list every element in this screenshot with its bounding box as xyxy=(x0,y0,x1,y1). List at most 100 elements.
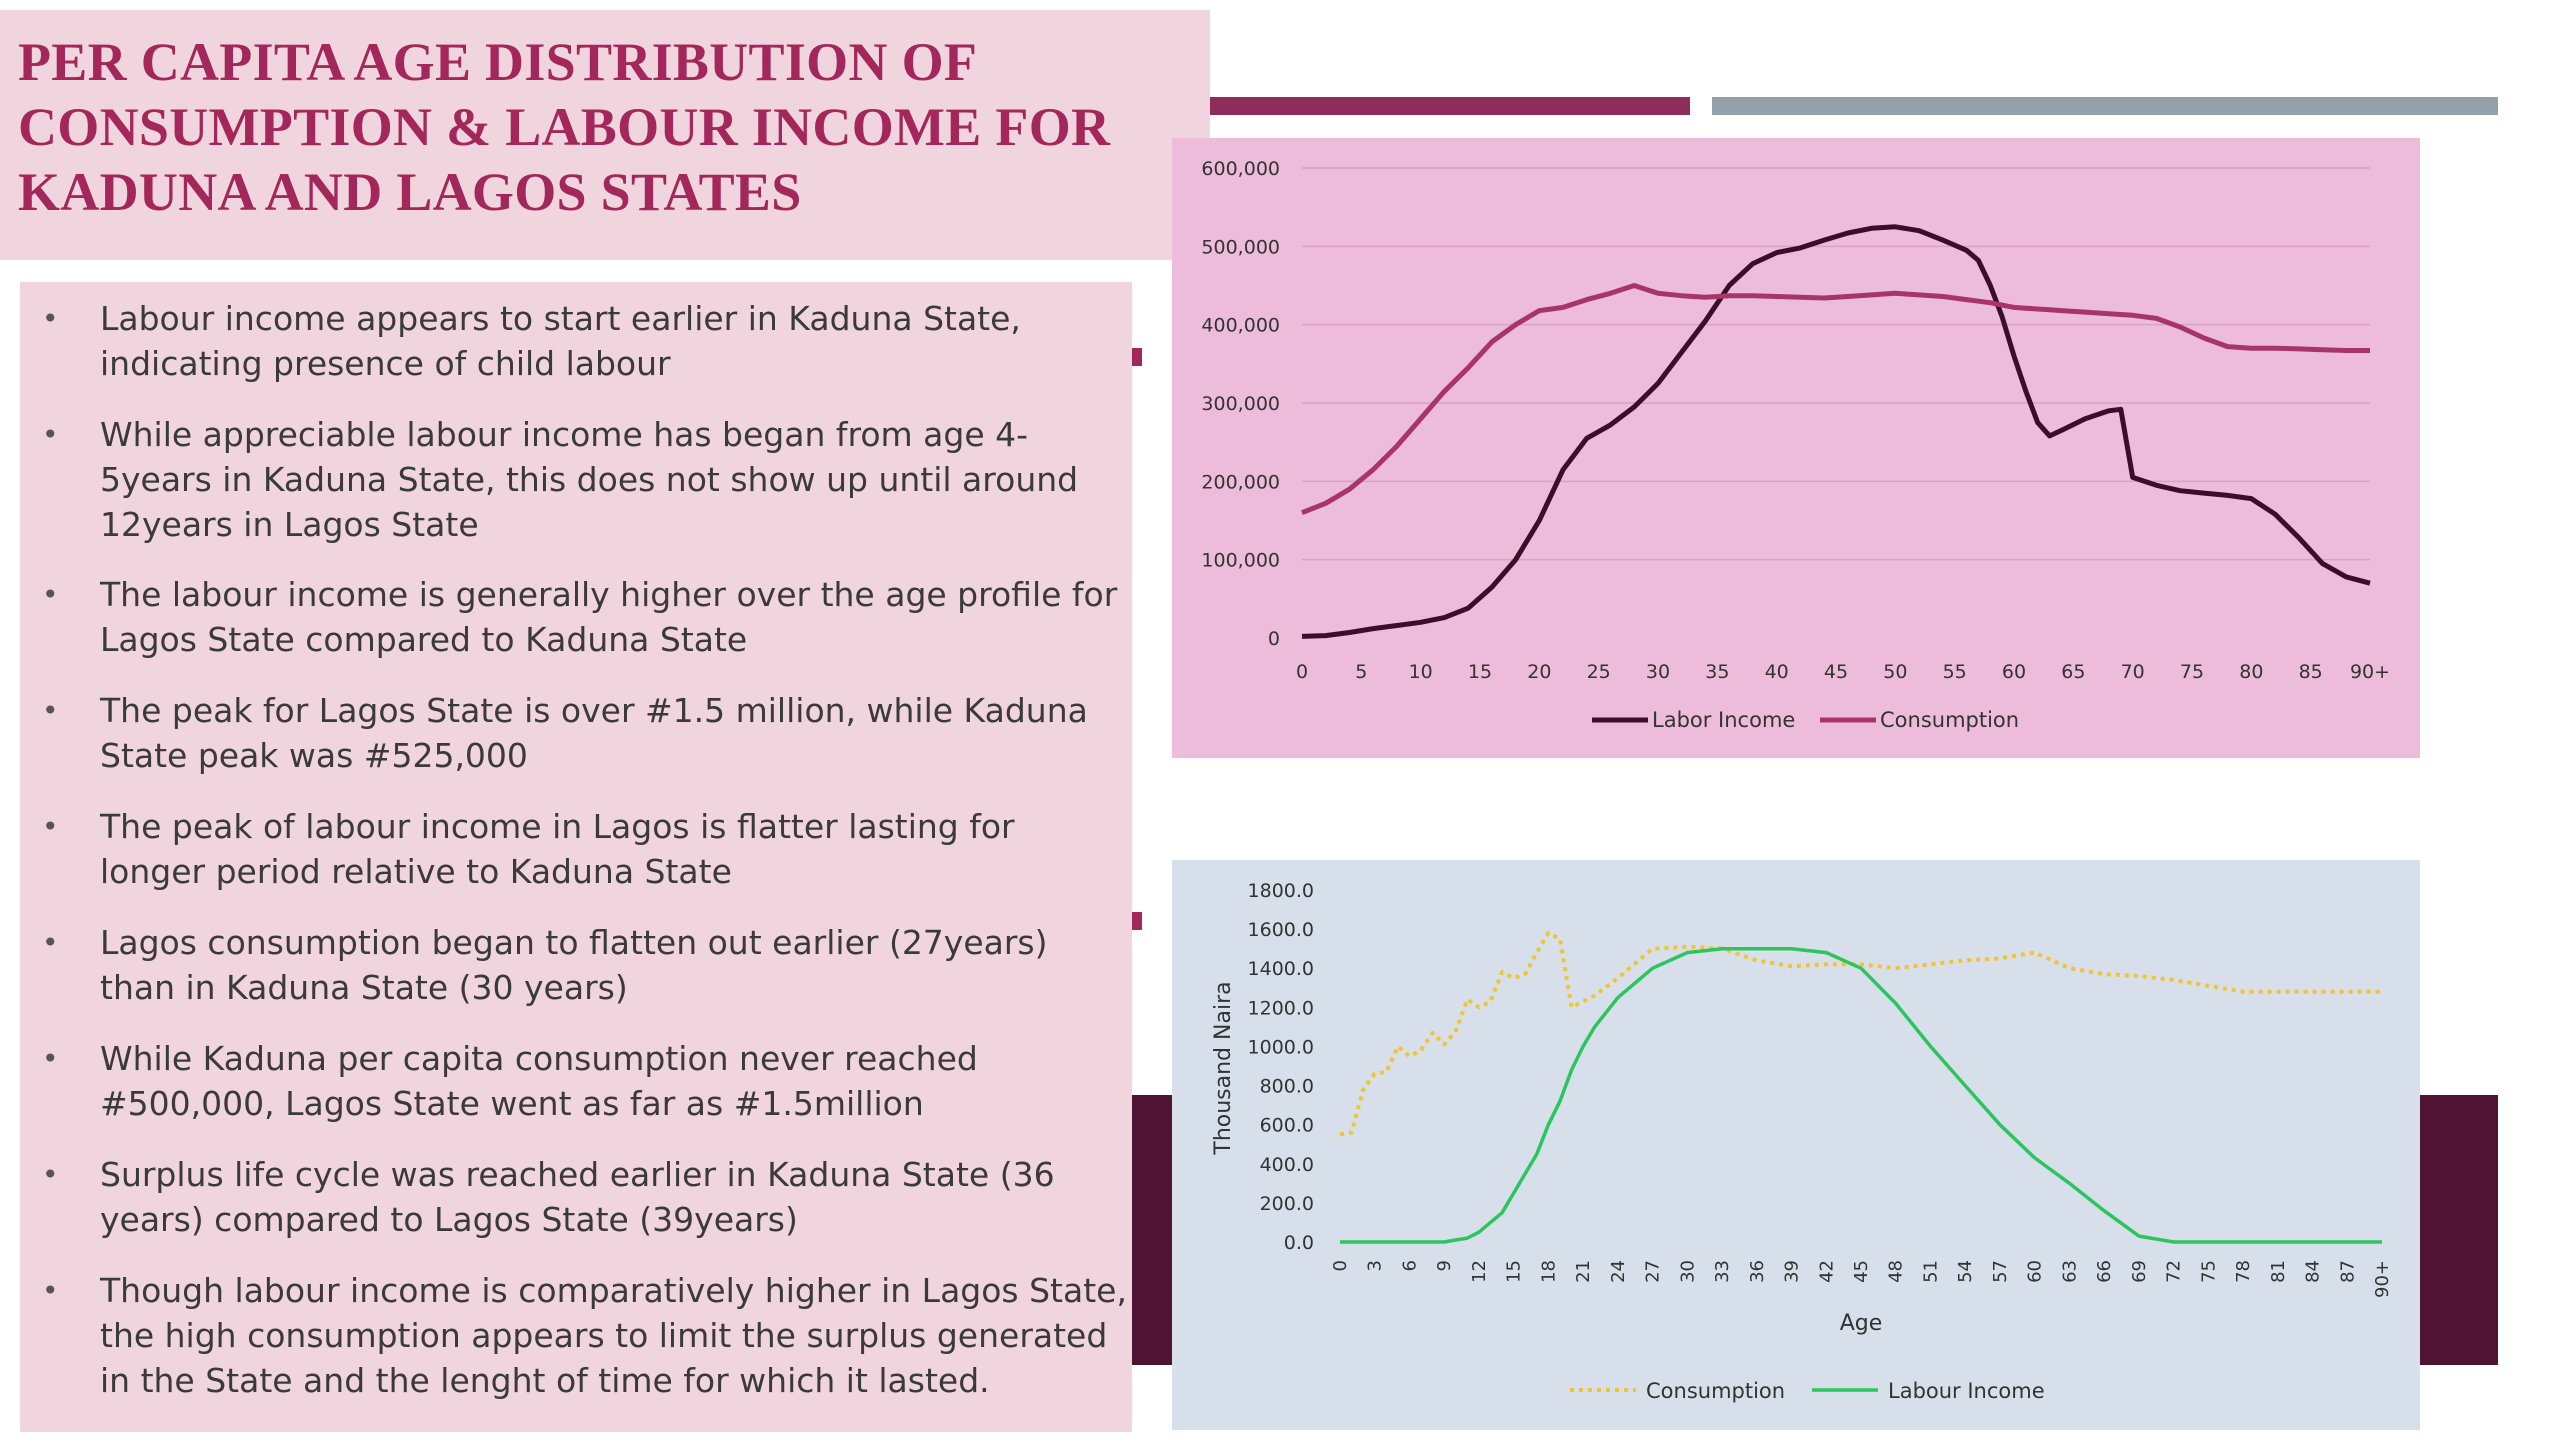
marker-upper xyxy=(1132,348,1142,366)
x-tick-label: 80 xyxy=(2239,661,2263,683)
chart-background xyxy=(1172,860,2420,1430)
x-tick-label: 81 xyxy=(2268,1260,2289,1283)
x-tick-label: 50 xyxy=(1883,661,1907,683)
y-tick-label: 300,000 xyxy=(1201,393,1280,415)
bullet-text: The labour income is generally higher ov… xyxy=(100,575,1118,659)
y-tick-label: 400,000 xyxy=(1201,315,1280,337)
slide-title: PER CAPITA AGE DISTRIBUTION OF CONSUMPTI… xyxy=(18,32,1111,222)
bullet-item: • While Kaduna per capita consumption nev… xyxy=(20,1036,1120,1126)
x-tick-label: 9 xyxy=(1434,1260,1455,1271)
x-tick-label: 30 xyxy=(1646,661,1670,683)
y-tick-label: 0 xyxy=(1268,628,1280,650)
bullet-item: • The labour income is generally higher o… xyxy=(20,572,1120,662)
x-tick-label: 78 xyxy=(2233,1260,2254,1283)
y-tick-label: 1600.0 xyxy=(1248,919,1314,941)
bullet-item: • Labour income appears to start earlier … xyxy=(20,296,1120,386)
accent-bar-grey xyxy=(1712,97,2498,115)
bullet-item: • Though labour income is comparatively h… xyxy=(20,1268,1127,1403)
x-tick-label: 54 xyxy=(1955,1260,1976,1283)
x-tick-label: 6 xyxy=(1399,1260,1420,1271)
legend-label: Consumption xyxy=(1880,708,2019,732)
y-tick-label: 600.0 xyxy=(1260,1115,1314,1137)
bullet-text: Surplus life cycle was reached earlier i… xyxy=(100,1155,1055,1239)
x-tick-label: 39 xyxy=(1782,1260,1803,1283)
bullet-text: The peak for Lagos State is over #1.5 mi… xyxy=(100,691,1088,775)
x-tick-label: 60 xyxy=(2025,1260,2046,1283)
x-tick-label: 84 xyxy=(2303,1260,2324,1283)
series-line-labor-income xyxy=(1301,224,2371,639)
chart-background xyxy=(1172,138,2420,758)
x-tick-label: 18 xyxy=(1538,1260,1559,1283)
y-tick-label: 800.0 xyxy=(1260,1076,1314,1098)
x-tick-label: 85 xyxy=(2299,661,2323,683)
x-tick-label: 90+ xyxy=(2350,661,2390,683)
legend-label: Consumption xyxy=(1646,1379,1785,1403)
bullet-item: • Lagos consumption began to flatten out … xyxy=(20,920,1120,1010)
marker-lower xyxy=(1132,912,1142,930)
x-axis-title: Age xyxy=(1840,1311,1883,1336)
dark-block-left xyxy=(1132,1095,1172,1365)
x-tick-label: 15 xyxy=(1504,1260,1525,1283)
bullet-text: While Kaduna per capita consumption neve… xyxy=(100,1039,978,1123)
x-tick-label: 35 xyxy=(1705,661,1729,683)
legend-label: Labor Income xyxy=(1652,708,1795,732)
x-tick-label: 21 xyxy=(1573,1260,1594,1283)
bullet-item: • The peak of labour income in Lagos is f… xyxy=(20,804,1120,894)
x-tick-label: 45 xyxy=(1851,1260,1872,1283)
y-tick-label: 200,000 xyxy=(1201,471,1280,493)
legend-label: Labour Income xyxy=(1888,1379,2045,1403)
x-tick-label: 12 xyxy=(1469,1260,1490,1283)
y-tick-label: 1200.0 xyxy=(1248,997,1314,1019)
bullet-text: The peak of labour income in Lagos is fl… xyxy=(100,807,1015,891)
bullet-text: Labour income appears to start earlier i… xyxy=(100,299,1021,383)
series-line-consumption xyxy=(1301,283,2370,516)
y-tick-label: 1800.0 xyxy=(1248,880,1314,902)
x-tick-label: 90+ xyxy=(2372,1260,2393,1298)
x-tick-label: 0 xyxy=(1296,661,1308,683)
series-line-labour-income xyxy=(1340,946,2382,1244)
bullet-text: Though labour income is comparatively hi… xyxy=(100,1271,1127,1400)
title-panel xyxy=(0,10,1210,260)
x-tick-label: 36 xyxy=(1747,1260,1768,1283)
series-line-consumption xyxy=(1339,931,2382,1137)
x-tick-label: 27 xyxy=(1643,1260,1664,1283)
x-tick-label: 5 xyxy=(1355,661,1367,683)
x-tick-label: 10 xyxy=(1409,661,1433,683)
x-tick-label: 45 xyxy=(1824,661,1848,683)
bullet-item: • The peak for Lagos State is over #1.5 m… xyxy=(20,688,1120,778)
dark-block-right xyxy=(2420,1095,2498,1365)
y-tick-label: 400.0 xyxy=(1260,1154,1314,1176)
x-tick-label: 75 xyxy=(2198,1260,2219,1283)
y-tick-label: 100,000 xyxy=(1201,550,1280,572)
x-tick-label: 65 xyxy=(2061,661,2085,683)
bullet-item: • While appreciable labour income has beg… xyxy=(20,412,1120,547)
x-tick-label: 87 xyxy=(2337,1260,2358,1283)
y-tick-label: 500,000 xyxy=(1201,236,1280,258)
x-tick-label: 30 xyxy=(1677,1260,1698,1283)
x-tick-label: 66 xyxy=(2094,1260,2115,1283)
x-tick-label: 51 xyxy=(1920,1260,1941,1283)
x-tick-label: 33 xyxy=(1712,1260,1733,1283)
y-tick-label: 1000.0 xyxy=(1248,1036,1314,1058)
kaduna-chart: 0 100,000 200,000 300,000 400,000 500,000 600,… xyxy=(1172,138,2420,758)
x-tick-label: 24 xyxy=(1608,1260,1629,1283)
lagos-chart: 0.0 200.0 400.0 600.0 800.0 1000.0 1200.0 1400.… xyxy=(1172,860,2420,1430)
x-tick-label: 72 xyxy=(2164,1260,2185,1283)
x-tick-label: 20 xyxy=(1527,661,1551,683)
x-tick-label: 75 xyxy=(2180,661,2204,683)
x-tick-label: 63 xyxy=(2059,1260,2080,1283)
y-tick-label: 600,000 xyxy=(1201,158,1280,180)
y-tick-label: 1400.0 xyxy=(1248,958,1314,980)
bullet-text: While appreciable labour income has bega… xyxy=(100,415,1079,544)
x-tick-label: 70 xyxy=(2121,661,2145,683)
x-tick-label: 25 xyxy=(1587,661,1611,683)
x-tick-label: 40 xyxy=(1765,661,1789,683)
y-axis-title: Thousand Naira xyxy=(1211,981,1236,1155)
x-tick-label: 48 xyxy=(1886,1260,1907,1283)
x-tick-label: 57 xyxy=(1990,1260,2011,1283)
bullet-text: Lagos consumption began to flatten out e… xyxy=(100,923,1048,1007)
x-tick-label: 42 xyxy=(1816,1260,1837,1283)
x-tick-label: 0 xyxy=(1330,1260,1351,1271)
x-tick-label: 69 xyxy=(2129,1260,2150,1283)
x-tick-label: 3 xyxy=(1365,1260,1386,1271)
